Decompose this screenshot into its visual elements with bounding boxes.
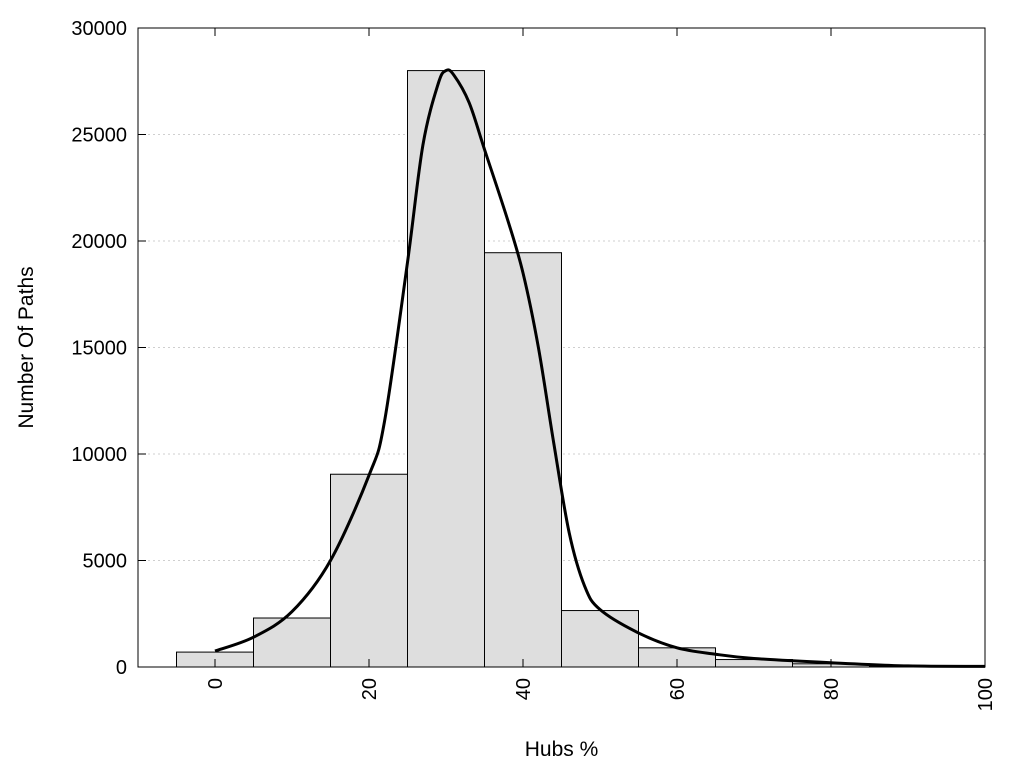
density-curve xyxy=(214,68,986,668)
y-tick-label: 20000 xyxy=(71,231,127,253)
x-tick-label: 0 xyxy=(205,678,227,689)
y-tick-label: 0 xyxy=(116,657,127,679)
y-tick-label: 15000 xyxy=(71,338,127,360)
histogram-bar xyxy=(253,617,331,668)
histogram-bar xyxy=(561,610,639,668)
y-tick-label: 25000 xyxy=(71,125,127,147)
y-axis-title: Number Of Paths xyxy=(15,266,38,428)
histogram-bar xyxy=(484,252,562,668)
density-curve-line xyxy=(214,68,986,668)
histogram-bar xyxy=(407,70,485,668)
x-tick-label: 100 xyxy=(975,678,997,711)
x-tick-label: 40 xyxy=(513,678,535,700)
y-ticks: 0 5000 10000 15000 20000 25000 30000 xyxy=(71,18,146,679)
x-tick-label: 80 xyxy=(821,678,843,700)
x-axis-title: Hubs % xyxy=(525,738,599,761)
histogram-bar xyxy=(330,473,408,668)
x-tick-label: 20 xyxy=(359,678,381,700)
y-tick-label: 5000 xyxy=(83,551,128,573)
bars xyxy=(176,70,947,668)
x-tick-label: 60 xyxy=(667,678,689,700)
x-ticks: 0 20 40 60 80 100 xyxy=(205,28,997,711)
y-tick-label: 30000 xyxy=(71,18,127,40)
grid-lines xyxy=(138,134,985,561)
y-tick-label: 10000 xyxy=(71,444,127,466)
